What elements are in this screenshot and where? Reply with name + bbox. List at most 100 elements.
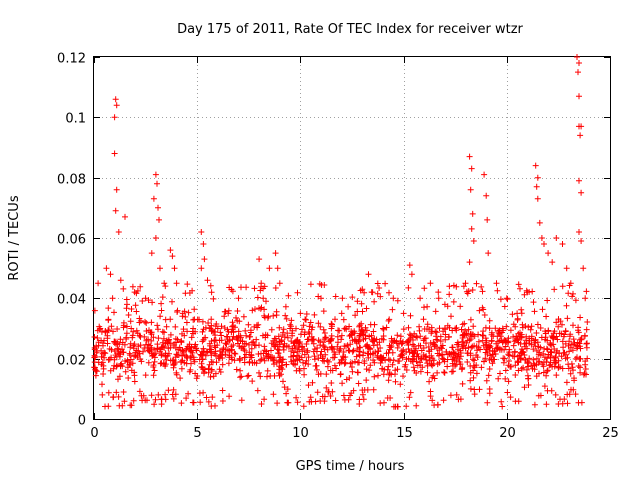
data-point bbox=[274, 400, 281, 407]
data-point bbox=[188, 360, 194, 367]
data-point bbox=[237, 374, 244, 381]
data-point bbox=[370, 337, 377, 344]
data-point bbox=[577, 369, 584, 376]
data-point bbox=[238, 397, 245, 404]
data-point bbox=[100, 371, 107, 377]
data-point bbox=[249, 378, 256, 385]
data-point bbox=[172, 323, 179, 330]
data-point bbox=[115, 229, 122, 235]
data-point bbox=[192, 341, 199, 348]
data-point bbox=[120, 285, 127, 292]
data-point bbox=[172, 359, 179, 366]
data-point bbox=[110, 394, 117, 401]
data-point bbox=[497, 370, 503, 377]
data-point bbox=[502, 337, 509, 344]
data-point bbox=[486, 317, 493, 324]
data-point bbox=[551, 363, 558, 370]
data-point bbox=[575, 69, 581, 76]
data-point bbox=[184, 281, 191, 288]
data-point bbox=[321, 393, 328, 400]
data-point bbox=[560, 344, 567, 351]
data-point bbox=[496, 330, 503, 337]
data-point bbox=[394, 297, 401, 304]
data-point bbox=[421, 285, 428, 292]
data-point bbox=[332, 293, 339, 300]
data-point bbox=[543, 372, 550, 379]
data-point bbox=[389, 361, 396, 368]
data-point bbox=[148, 250, 155, 257]
data-point bbox=[170, 395, 177, 402]
data-point bbox=[334, 343, 341, 350]
data-point bbox=[167, 357, 174, 364]
data-point bbox=[457, 303, 464, 310]
data-point bbox=[406, 331, 413, 338]
data-point bbox=[465, 344, 472, 351]
data-point bbox=[558, 330, 565, 337]
data-point bbox=[159, 328, 166, 335]
data-point bbox=[292, 360, 299, 367]
data-point bbox=[261, 314, 268, 321]
data-point bbox=[132, 349, 139, 356]
data-point bbox=[268, 347, 274, 354]
data-point bbox=[169, 391, 176, 398]
data-point bbox=[148, 329, 155, 336]
data-point bbox=[543, 313, 550, 320]
data-point bbox=[411, 349, 418, 356]
data-point bbox=[392, 403, 399, 410]
data-point bbox=[125, 312, 132, 318]
data-point bbox=[338, 332, 345, 339]
data-point bbox=[495, 375, 502, 382]
data-point bbox=[567, 370, 574, 377]
data-point bbox=[217, 329, 224, 336]
data-point bbox=[421, 304, 427, 311]
data-point bbox=[249, 307, 256, 314]
data-point bbox=[427, 340, 434, 346]
data-point bbox=[377, 293, 384, 300]
data-point bbox=[284, 334, 291, 341]
data-point bbox=[360, 349, 367, 356]
data-point bbox=[446, 291, 453, 298]
data-point bbox=[258, 350, 264, 357]
data-point bbox=[157, 313, 164, 320]
data-point bbox=[409, 341, 416, 348]
data-point bbox=[416, 327, 423, 334]
data-point bbox=[510, 333, 517, 340]
data-point bbox=[161, 280, 168, 287]
data-point bbox=[464, 350, 471, 357]
x-tick-label: 15 bbox=[396, 426, 413, 441]
data-point bbox=[506, 352, 513, 359]
data-point bbox=[212, 332, 219, 339]
data-point bbox=[358, 328, 365, 335]
data-point bbox=[386, 289, 392, 296]
data-point bbox=[101, 354, 108, 361]
data-point bbox=[533, 355, 540, 362]
data-point bbox=[242, 327, 249, 334]
data-point bbox=[158, 344, 165, 351]
data-point bbox=[122, 213, 128, 220]
data-point bbox=[308, 326, 315, 333]
data-point bbox=[370, 386, 377, 393]
data-point bbox=[273, 339, 280, 346]
data-point bbox=[413, 333, 420, 340]
data-point bbox=[566, 333, 573, 340]
data-point bbox=[295, 339, 302, 346]
data-point bbox=[524, 358, 531, 365]
data-point bbox=[436, 359, 443, 366]
y-tick-label: 0.04 bbox=[57, 293, 86, 308]
data-point bbox=[375, 348, 382, 355]
data-point bbox=[171, 265, 178, 272]
data-point bbox=[363, 342, 370, 349]
data-point bbox=[553, 235, 560, 241]
data-point bbox=[219, 361, 226, 368]
data-point bbox=[578, 123, 585, 130]
data-point bbox=[515, 367, 522, 374]
data-point bbox=[273, 308, 280, 315]
data-point bbox=[332, 316, 338, 323]
data-point bbox=[163, 356, 170, 363]
data-point bbox=[162, 391, 169, 398]
data-point bbox=[293, 367, 300, 374]
data-point bbox=[501, 303, 508, 310]
data-point bbox=[448, 313, 454, 320]
data-point bbox=[275, 350, 282, 356]
data-point bbox=[512, 362, 519, 369]
